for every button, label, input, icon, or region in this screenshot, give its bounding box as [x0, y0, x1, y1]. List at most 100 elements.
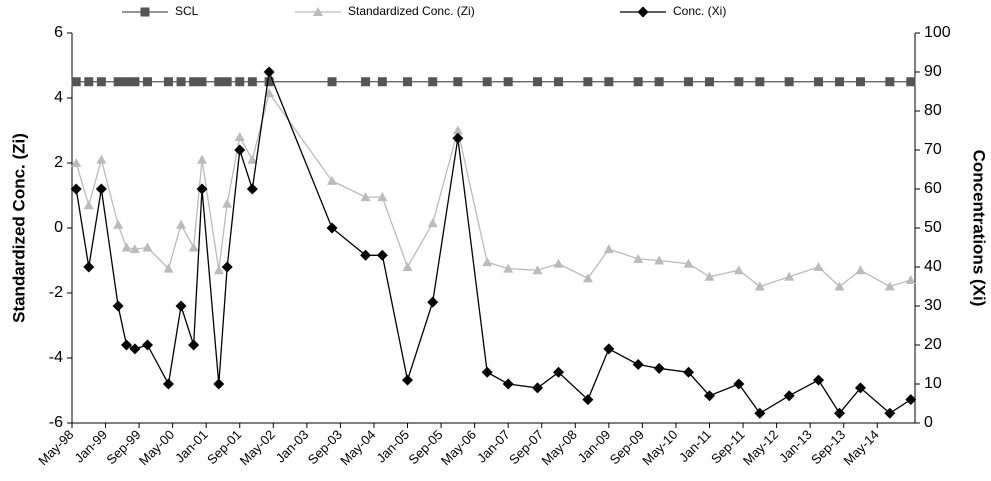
point [326, 222, 338, 234]
series-line [75, 91, 911, 288]
point [234, 144, 246, 156]
point [884, 281, 895, 291]
point [633, 77, 643, 87]
point [402, 262, 413, 271]
point [112, 300, 124, 312]
x-tick-label: Jan-99 [71, 427, 110, 466]
point [327, 175, 338, 185]
point [213, 265, 224, 275]
y-tick-label: -6 [49, 414, 63, 431]
point [402, 374, 414, 386]
point [222, 198, 233, 208]
point [162, 378, 174, 390]
point [814, 77, 824, 87]
y2-tick-label: 50 [924, 219, 942, 236]
x-tick-label: Sep-01 [204, 427, 244, 467]
point [196, 183, 208, 195]
point [885, 77, 895, 87]
y2-tick-label: 60 [924, 180, 942, 197]
point [582, 394, 594, 406]
x-tick-label: Jan-03 [273, 427, 312, 466]
point [113, 77, 123, 87]
point [854, 382, 866, 394]
point [784, 77, 794, 87]
point [683, 258, 694, 268]
x-tick-label: Jan-09 [575, 427, 614, 466]
y2-tick-label: 90 [924, 63, 942, 80]
point [235, 77, 245, 87]
legend-label: SCL [175, 4, 199, 18]
y-tick-label: 0 [54, 219, 63, 236]
point [189, 77, 199, 87]
y-tick-label: -2 [49, 284, 63, 301]
point [755, 77, 765, 87]
point [163, 263, 174, 273]
point [783, 390, 795, 402]
legend-label: Conc. (Xi) [673, 4, 726, 18]
point [482, 77, 492, 87]
point [554, 77, 564, 87]
point [582, 273, 593, 283]
x-tick-label: May-10 [639, 427, 680, 468]
point [633, 253, 644, 263]
point [360, 192, 371, 202]
point [452, 125, 463, 135]
point [376, 249, 388, 261]
y2-tick-label: 10 [924, 375, 942, 392]
point [427, 296, 439, 308]
point [264, 77, 274, 87]
x-tick-label: May-04 [337, 427, 378, 468]
point [532, 265, 543, 275]
point [502, 378, 514, 390]
point [188, 339, 200, 351]
x-tick-label: Sep-13 [808, 427, 848, 467]
point [263, 66, 275, 78]
point [246, 183, 258, 195]
legend-marker [313, 7, 323, 16]
x-tick-label: May-06 [438, 427, 479, 468]
y-tick-label: 4 [54, 89, 63, 106]
y-tick-label: 2 [54, 154, 63, 171]
point [905, 275, 916, 284]
legend-label: Standardized Conc. (Zi) [348, 4, 475, 18]
x-tick-label: May-08 [539, 427, 580, 468]
point [197, 154, 208, 164]
point [403, 77, 413, 87]
point [734, 77, 744, 87]
y2-tick-label: 40 [924, 258, 942, 275]
point [247, 154, 258, 164]
x-tick-label: Sep-03 [305, 427, 345, 467]
point [176, 219, 187, 229]
x-tick-label: May-02 [237, 427, 278, 468]
point [532, 382, 544, 394]
point [603, 244, 614, 254]
point [222, 77, 232, 87]
point [784, 271, 795, 281]
point [188, 242, 199, 252]
point [834, 407, 846, 419]
series-line [75, 69, 912, 415]
point [482, 257, 493, 267]
point [129, 343, 141, 355]
point [704, 271, 715, 281]
point [683, 366, 695, 378]
point [427, 218, 438, 228]
point [129, 244, 140, 254]
point [653, 362, 665, 374]
point [96, 154, 107, 164]
y2-tick-label: 30 [924, 297, 942, 314]
point [754, 407, 766, 419]
point [733, 265, 744, 275]
point [654, 77, 664, 87]
point [95, 183, 107, 195]
point [533, 77, 543, 87]
point [213, 378, 225, 390]
point [428, 77, 438, 87]
x-tick-label: Sep-09 [607, 427, 647, 467]
point [684, 77, 694, 87]
point [754, 281, 765, 291]
y-tick-label: -4 [49, 349, 63, 366]
legend-marker [637, 6, 649, 18]
